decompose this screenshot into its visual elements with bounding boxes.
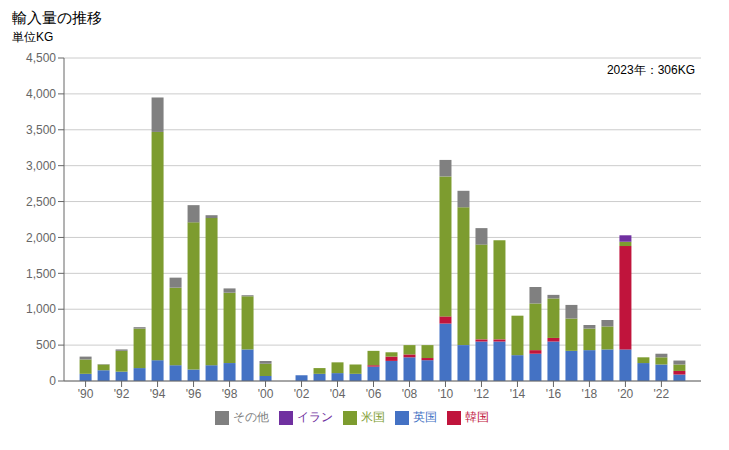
svg-text:'94: '94	[150, 387, 166, 401]
svg-text:'20: '20	[618, 387, 634, 401]
html-text:輸入量の推移: 輸入量の推移	[12, 9, 102, 26]
svg-text:'00: '00	[258, 387, 274, 401]
svg-text:'12: '12	[474, 387, 490, 401]
svg-text:2,500: 2,500	[26, 195, 56, 209]
svg-text:'96: '96	[186, 387, 202, 401]
svg-text:'22: '22	[654, 387, 670, 401]
svg-text:3,000: 3,000	[26, 159, 56, 173]
svg-text:1,500: 1,500	[26, 267, 56, 281]
svg-text:'92: '92	[114, 387, 130, 401]
svg-text:'16: '16	[546, 387, 562, 401]
svg-text:'90: '90	[78, 387, 94, 401]
svg-text:4,500: 4,500	[26, 51, 56, 65]
svg-text:'10: '10	[438, 387, 454, 401]
svg-text:'04: '04	[330, 387, 346, 401]
svg-text:'02: '02	[294, 387, 310, 401]
svg-text:0: 0	[49, 374, 56, 388]
html-text:単位KG: 単位KG	[12, 30, 54, 44]
html-text:韓国: 韓国	[464, 410, 489, 424]
html-text:イラン: イラン	[296, 410, 333, 424]
svg-text:'14: '14	[510, 387, 526, 401]
svg-text:'08: '08	[402, 387, 418, 401]
svg-text:'06: '06	[366, 387, 382, 401]
svg-text:4,000: 4,000	[26, 87, 56, 101]
svg-text:500: 500	[36, 338, 56, 352]
svg-text:'98: '98	[222, 387, 238, 401]
html-text:英国: 英国	[412, 410, 437, 424]
html-text:その他: その他	[232, 410, 269, 424]
html-text:2023年：306KG: 2023年：306KG	[606, 63, 695, 77]
html-text:米国: 米国	[360, 410, 385, 424]
svg-text:'18: '18	[582, 387, 598, 401]
svg-text:2,000: 2,000	[26, 231, 56, 245]
svg-text:3,500: 3,500	[26, 123, 56, 137]
svg-text:1,000: 1,000	[26, 302, 56, 316]
